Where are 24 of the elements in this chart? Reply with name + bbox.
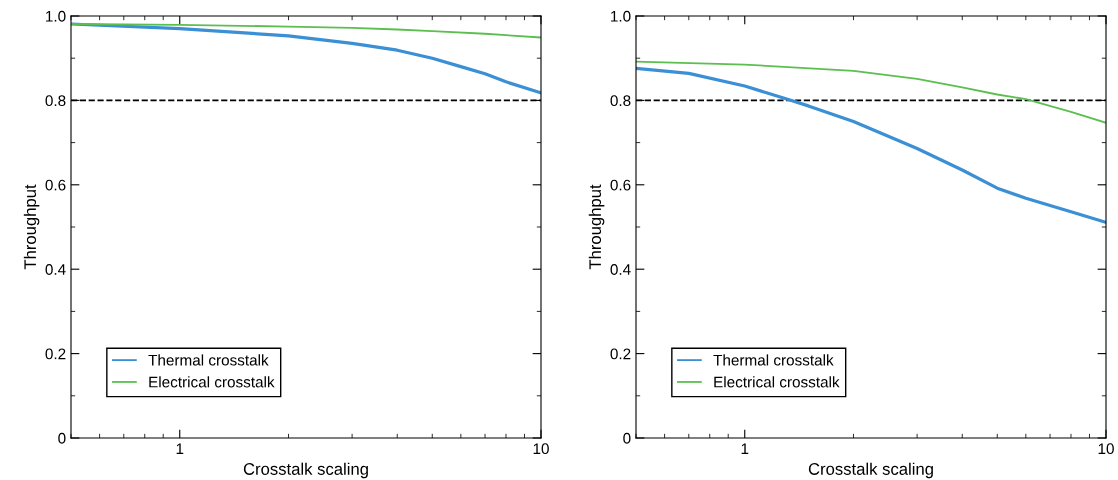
y-tick-label: 0.6 — [610, 179, 631, 191]
legend-label: Thermal crosstalk — [148, 354, 269, 366]
legend-label: Electrical crosstalk — [714, 376, 840, 388]
y-tick-label: 0.6 — [45, 179, 66, 191]
y-tick-label: 0.2 — [610, 348, 631, 360]
y-axis-title: Throughput — [588, 184, 605, 270]
y-tick-label: 0.8 — [45, 95, 66, 107]
legend-label: Electrical crosstalk — [149, 376, 275, 388]
x-axis-title: Crosstalk scaling — [243, 462, 368, 479]
x-tick-label: 1 — [176, 443, 184, 454]
x-tick-label: 10 — [1098, 443, 1114, 455]
legend-label: Thermal crosstalk — [713, 354, 834, 366]
y-tick-label: 0 — [58, 432, 66, 444]
x-axis-title: Crosstalk scaling — [808, 462, 933, 479]
y-axis-title: Throughput — [23, 184, 40, 270]
x-tick-label: 1 — [741, 443, 749, 454]
y-tick-label: 1.0 — [611, 10, 631, 22]
x-tick-label: 10 — [533, 443, 549, 455]
y-tick-label: 0.2 — [45, 348, 66, 360]
y-tick-label: 0.4 — [45, 264, 66, 275]
y-tick-label: 1.0 — [46, 10, 66, 22]
y-tick-label: 0.8 — [610, 95, 631, 107]
y-tick-label: 0 — [623, 432, 631, 444]
y-tick-label: 0.4 — [610, 264, 631, 275]
